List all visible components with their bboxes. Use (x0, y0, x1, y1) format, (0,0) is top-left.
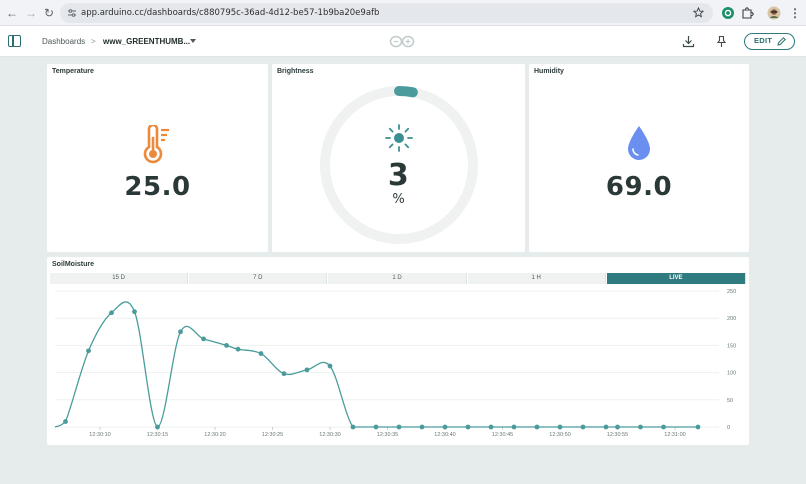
temperature-value: 25.0 (124, 172, 191, 202)
brightness-value: 3 (387, 158, 410, 193)
profile-avatar-icon[interactable] (767, 6, 781, 20)
pin-icon[interactable] (715, 35, 728, 48)
humidity-value: 69.0 (605, 172, 673, 202)
y-tick-label: 50 (727, 398, 733, 404)
data-point (86, 348, 91, 354)
breadcrumb-dashboards[interactable]: Dashboards (42, 37, 86, 46)
bookmark-star-icon[interactable] (693, 7, 704, 18)
y-tick-label: 100 (727, 371, 736, 377)
reload-icon[interactable]: ↻ (43, 6, 55, 20)
site-settings-icon[interactable] (67, 8, 77, 18)
data-point (178, 329, 183, 335)
data-point (132, 309, 137, 315)
x-tick-label: 12:30:25 (262, 432, 283, 438)
data-point (155, 424, 160, 430)
x-tick-label: 12:30:40 (434, 432, 455, 438)
data-point (396, 424, 402, 430)
url-text: app.arduino.cc/dashboards/c880795c-36ad-… (81, 8, 380, 18)
data-point (304, 367, 310, 373)
data-point (201, 336, 206, 342)
data-point (258, 351, 264, 356)
data-point (63, 419, 68, 424)
x-tick-label: 12:31:00 (664, 432, 685, 438)
pencil-icon (777, 37, 786, 46)
dashboard-dropdown-chevron-icon[interactable] (190, 39, 196, 44)
y-tick-label: 0 (727, 425, 730, 431)
soilmoisture-line-chart: 0 50 100 150 200 250 12:30:10 12:30:15 12:30:20 1… (54, 289, 736, 438)
edit-button-label: EDIT (754, 36, 773, 45)
data-point (419, 424, 425, 430)
data-point (109, 310, 114, 316)
arduino-logo-icon (389, 35, 415, 48)
data-point (615, 424, 620, 430)
x-tick-label: 12:30:30 (319, 432, 340, 438)
data-point (373, 424, 379, 430)
brightness-gauge (320, 86, 478, 244)
sidebar-toggle-icon[interactable] (8, 35, 21, 47)
data-point (557, 424, 563, 430)
data-point (603, 424, 609, 430)
brightness-unit: % (392, 192, 405, 207)
x-tick-label: 12:30:10 (89, 432, 110, 438)
data-point (580, 424, 586, 430)
range-tab-1h[interactable]: 1 H (467, 273, 606, 284)
data-point (695, 424, 701, 430)
x-tick-label: 12:30:20 (204, 432, 225, 438)
browser-toolbar: ← → ↻ app.arduino.cc/dashboards/c880795c… (0, 0, 806, 26)
extensions-puzzle-icon[interactable] (740, 6, 754, 20)
range-tab-live[interactable]: LIVE (606, 273, 746, 284)
brightness-title: Brightness (277, 68, 314, 75)
gauge-progress-arc (320, 86, 478, 244)
y-tick-label: 200 (727, 316, 736, 322)
app-header: Dashboards > www_GREENTHUMB... EDIT (0, 26, 806, 57)
water-drop-icon (628, 126, 650, 160)
breadcrumb-separator: > (91, 37, 96, 46)
range-tab-7d[interactable]: 7 D (189, 273, 328, 284)
data-point (638, 424, 643, 430)
temperature-title: Temperature (52, 68, 94, 75)
x-tick-label: 12:30:55 (607, 432, 628, 438)
thermometer-icon (143, 125, 169, 164)
soilmoisture-series-line (54, 301, 698, 428)
edit-button[interactable]: EDIT (744, 33, 795, 50)
data-point (465, 424, 471, 430)
brightness-widget[interactable]: Brightness 3 % (272, 64, 525, 252)
range-tab-1d[interactable]: 1 D (328, 273, 467, 284)
data-point (534, 424, 540, 430)
back-arrow-icon[interactable]: ← (6, 6, 18, 20)
x-tick-label: 12:30:50 (549, 432, 570, 438)
x-tick-label: 12:30:15 (147, 432, 168, 438)
address-bar[interactable]: app.arduino.cc/dashboards/c880795c-36ad-… (60, 3, 713, 23)
range-tab-15d[interactable]: 15 D (50, 273, 189, 284)
soilmoisture-title: SoilMoisture (52, 261, 95, 268)
data-point (442, 424, 448, 430)
forward-arrow-icon[interactable]: → (25, 6, 37, 20)
download-icon[interactable] (682, 35, 695, 48)
data-point (511, 424, 517, 430)
browser-menu-icon[interactable]: ⋮ (789, 6, 801, 20)
data-point (224, 343, 229, 348)
humidity-title: Humidity (534, 68, 564, 75)
data-point (350, 424, 356, 430)
x-tick-label: 12:30:45 (492, 432, 513, 438)
data-point (281, 371, 287, 377)
sun-icon (385, 124, 413, 152)
extension-grammarly-icon[interactable] (721, 6, 735, 20)
y-tick-label: 250 (727, 289, 736, 295)
x-tick-label: 12:30:35 (377, 432, 398, 438)
data-point (235, 346, 241, 352)
data-point (327, 363, 333, 369)
data-point (661, 424, 666, 430)
humidity-widget[interactable]: Humidity 69.0 (529, 64, 749, 252)
temperature-widget[interactable]: Temperature 25.0 (47, 64, 268, 252)
y-tick-label: 150 (727, 343, 736, 349)
data-point (488, 424, 494, 430)
dashboard-name[interactable]: www_GREENTHUMB... (103, 37, 191, 46)
